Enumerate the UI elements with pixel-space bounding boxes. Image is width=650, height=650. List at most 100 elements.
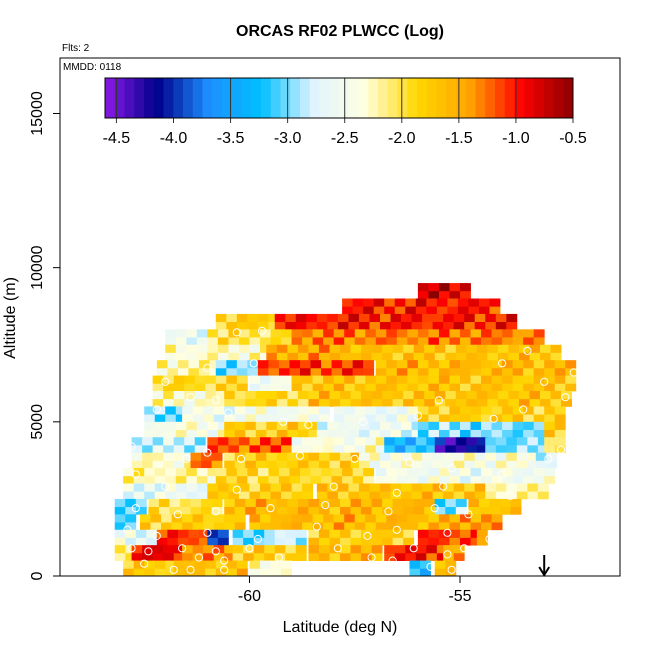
heatmap-cell xyxy=(438,360,450,369)
heatmap-cell xyxy=(438,537,450,546)
heatmap-cell xyxy=(350,552,362,561)
heatmap-cell xyxy=(417,329,429,338)
heatmap-cell xyxy=(327,321,339,330)
heatmap-cell xyxy=(358,491,370,500)
heatmap-cell xyxy=(565,367,577,376)
heatmap-cell xyxy=(205,383,217,392)
heatmap-cell xyxy=(371,352,383,361)
heatmap-cell xyxy=(523,383,535,392)
heatmap-cell xyxy=(474,452,486,461)
heatmap-cell xyxy=(226,383,238,392)
heatmap-cell xyxy=(474,460,486,469)
heatmap-cell xyxy=(428,468,440,477)
heatmap-cell xyxy=(236,475,248,484)
heatmap-cell xyxy=(291,375,303,384)
heatmap-cell xyxy=(125,552,137,561)
heatmap-cell xyxy=(449,283,461,292)
heatmap-cell xyxy=(217,421,229,430)
heatmap-cell xyxy=(453,483,465,492)
heatmap-cell xyxy=(502,375,514,384)
heatmap-cell xyxy=(428,406,440,415)
flight-marker xyxy=(152,405,161,414)
heatmap-cell xyxy=(148,498,160,508)
flight-marker xyxy=(182,454,191,463)
colorbar-swatch xyxy=(534,78,545,118)
heatmap-cell xyxy=(500,498,511,508)
heatmap-cell xyxy=(407,383,419,392)
heatmap-cell xyxy=(417,406,429,415)
heatmap-cell xyxy=(464,483,476,492)
heatmap-cell xyxy=(363,367,375,376)
colorbar-swatch xyxy=(202,78,213,118)
heatmap-cell xyxy=(363,360,375,369)
heatmap-cell xyxy=(443,321,455,330)
heatmap-cell xyxy=(175,352,187,361)
flight-marker xyxy=(237,454,246,463)
heatmap-cell xyxy=(403,529,415,538)
heatmap-cell xyxy=(413,344,425,353)
heatmap-cell xyxy=(308,414,320,423)
heatmap-cell xyxy=(476,352,488,361)
heatmap-cell xyxy=(192,514,204,523)
heatmap-cell xyxy=(434,506,446,515)
heatmap-cell xyxy=(380,460,391,469)
heatmap-cell xyxy=(470,406,482,415)
heatmap-cell xyxy=(337,421,349,430)
heatmap-cell xyxy=(144,475,156,484)
heatmap-cell xyxy=(180,506,191,515)
heatmap-cell xyxy=(224,545,236,554)
heatmap-cell xyxy=(236,375,248,384)
heatmap-cell xyxy=(390,491,402,500)
heatmap-cell xyxy=(234,498,246,508)
heatmap-cell xyxy=(213,522,225,531)
heatmap-cell xyxy=(438,522,450,531)
heatmap-cell xyxy=(152,437,164,446)
heatmap-cell xyxy=(527,483,539,492)
heatmap-cell xyxy=(516,460,528,469)
heatmap-cell xyxy=(403,398,415,407)
heatmap-cell xyxy=(523,337,535,346)
heatmap-cell xyxy=(125,529,137,538)
heatmap-cell xyxy=(396,367,408,376)
heatmap-cell xyxy=(281,375,292,384)
heatmap-cell xyxy=(415,437,427,446)
heatmap-cell xyxy=(226,321,238,330)
heatmap-cell xyxy=(302,522,314,531)
heatmap-cell xyxy=(460,421,471,430)
heatmap-cell xyxy=(234,414,246,423)
heatmap-cell xyxy=(123,475,135,484)
heatmap-cell xyxy=(264,545,276,554)
heatmap-cell xyxy=(438,290,450,299)
heatmap-cell xyxy=(449,414,461,423)
heatmap-cell xyxy=(249,560,261,569)
heatmap-cell xyxy=(550,398,562,407)
heatmap-cell xyxy=(518,398,530,407)
heatmap-cell xyxy=(287,429,299,438)
heatmap-cell xyxy=(428,514,440,523)
heatmap-cell xyxy=(516,491,528,500)
heatmap-cell xyxy=(266,498,278,508)
heatmap-cell xyxy=(194,444,206,454)
heatmap-cell xyxy=(491,406,503,415)
colorbar-swatch xyxy=(446,78,457,118)
heatmap-cell xyxy=(289,360,301,369)
heatmap-cell xyxy=(333,406,345,415)
heatmap-cell xyxy=(476,437,488,446)
heatmap-cell xyxy=(114,514,126,523)
heatmap-cell xyxy=(217,352,229,361)
colorbar-swatch xyxy=(270,78,281,118)
heatmap-cell xyxy=(276,398,288,407)
heatmap-cell xyxy=(460,468,471,477)
heatmap-cell xyxy=(340,391,351,400)
heatmap-cell xyxy=(266,406,278,415)
heatmap-cell xyxy=(266,452,278,461)
heatmap-cell xyxy=(523,468,535,477)
flight-marker xyxy=(409,544,418,553)
heatmap-cell xyxy=(255,421,267,430)
heatmap-cell xyxy=(232,545,244,554)
heatmap-cell xyxy=(125,537,137,546)
heatmap-cell xyxy=(312,522,324,531)
flight-marker xyxy=(161,482,170,491)
heatmap-cell xyxy=(449,383,461,392)
heatmap-cell xyxy=(470,514,482,523)
